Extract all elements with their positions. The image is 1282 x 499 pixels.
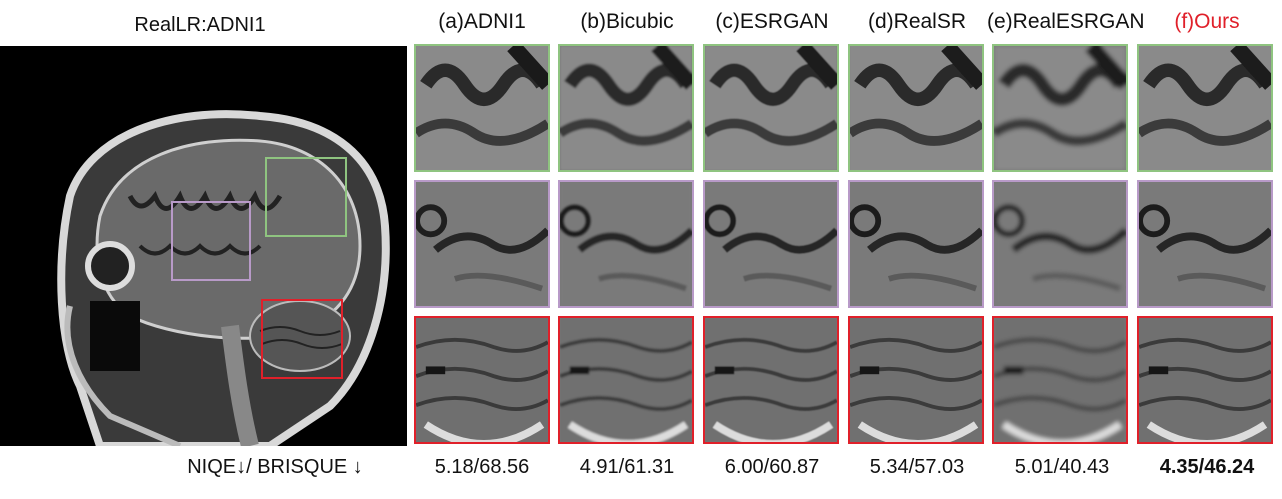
column-title-realesrgan: (e)RealESRGAN	[987, 10, 1137, 34]
crop-red-col-2	[558, 316, 694, 444]
crop-green-col-5	[992, 44, 1128, 172]
mri-sagittal-drawing	[0, 46, 407, 446]
crop-purple-col-6	[1137, 180, 1273, 308]
column-title-esrgan: (c)ESRGAN	[697, 10, 847, 34]
metric-label: NIQE↓/ BRISQUE ↓	[140, 456, 410, 479]
metric-ours: 4.35/46.24	[1132, 456, 1282, 479]
metric-bicubic: 4.91/61.31	[552, 456, 702, 479]
crop-red-col-3	[703, 316, 839, 444]
column-title-realsr: (d)RealSR	[842, 10, 992, 34]
crop-purple-col-4	[848, 180, 984, 308]
crop-purple-col-3	[703, 180, 839, 308]
crop-green-col-1	[414, 44, 550, 172]
column-title-adni1: (a)ADNI1	[407, 10, 557, 34]
crop-red-col-1	[414, 316, 550, 444]
crop-purple-col-1	[414, 180, 550, 308]
crop-red-col-5	[992, 316, 1128, 444]
main-mri-image	[0, 46, 407, 446]
column-title-ours: (f)Ours	[1132, 10, 1282, 34]
main-image-title: RealLR:ADNI1	[0, 14, 400, 37]
metric-adni1: 5.18/68.56	[407, 456, 557, 479]
metric-realesrgan: 5.01/40.43	[987, 456, 1137, 479]
crop-purple-col-5	[992, 180, 1128, 308]
crop-purple-col-2	[558, 180, 694, 308]
metric-esrgan: 6.00/60.87	[697, 456, 847, 479]
crop-green-col-4	[848, 44, 984, 172]
column-title-bicubic: (b)Bicubic	[552, 10, 702, 34]
crop-green-col-3	[703, 44, 839, 172]
crop-green-col-6	[1137, 44, 1273, 172]
metric-realsr: 5.34/57.03	[842, 456, 992, 479]
crop-red-col-4	[848, 316, 984, 444]
crop-red-col-6	[1137, 316, 1273, 444]
crop-green-col-2	[558, 44, 694, 172]
